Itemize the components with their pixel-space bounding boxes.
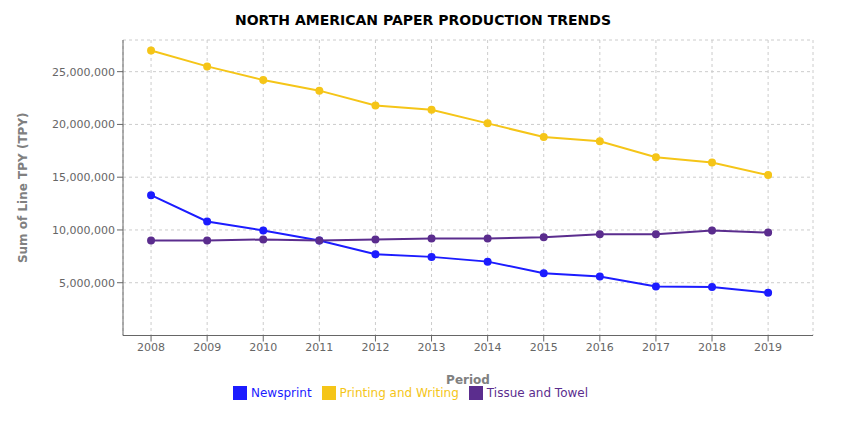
svg-text:25,000,000: 25,000,000 xyxy=(52,66,115,79)
svg-text:2019: 2019 xyxy=(754,341,782,354)
svg-text:15,000,000: 15,000,000 xyxy=(52,171,115,184)
html-text:Newsprint: Newsprint xyxy=(251,385,312,400)
html-text:Printing and Writing: Printing and Writing xyxy=(339,385,459,400)
svg-text:2015: 2015 xyxy=(530,341,558,354)
svg-text:2010: 2010 xyxy=(249,341,277,354)
svg-text:Period: Period xyxy=(446,373,490,387)
svg-text:Sum of Line TPY (TPY): Sum of Line TPY (TPY) xyxy=(16,112,30,263)
html-text:Tissue and Towel: Tissue and Towel xyxy=(486,385,588,400)
svg-text:2018: 2018 xyxy=(698,341,726,354)
svg-text:10,000,000: 10,000,000 xyxy=(52,224,115,237)
svg-text:2016: 2016 xyxy=(586,341,614,354)
svg-text:2009: 2009 xyxy=(193,341,221,354)
svg-text:5,000,000: 5,000,000 xyxy=(59,277,115,290)
svg-text:2008: 2008 xyxy=(137,341,165,354)
svg-text:2014: 2014 xyxy=(474,341,502,354)
svg-text:2011: 2011 xyxy=(305,341,333,354)
svg-text:2017: 2017 xyxy=(642,341,670,354)
svg-text:2012: 2012 xyxy=(361,341,389,354)
svg-text:2013: 2013 xyxy=(418,341,446,354)
html-text:NORTH AMERICAN PAPER PRODUCTIO: NORTH AMERICAN PAPER PRODUCTION TRENDS xyxy=(235,12,611,28)
svg-text:20,000,000: 20,000,000 xyxy=(52,118,115,131)
